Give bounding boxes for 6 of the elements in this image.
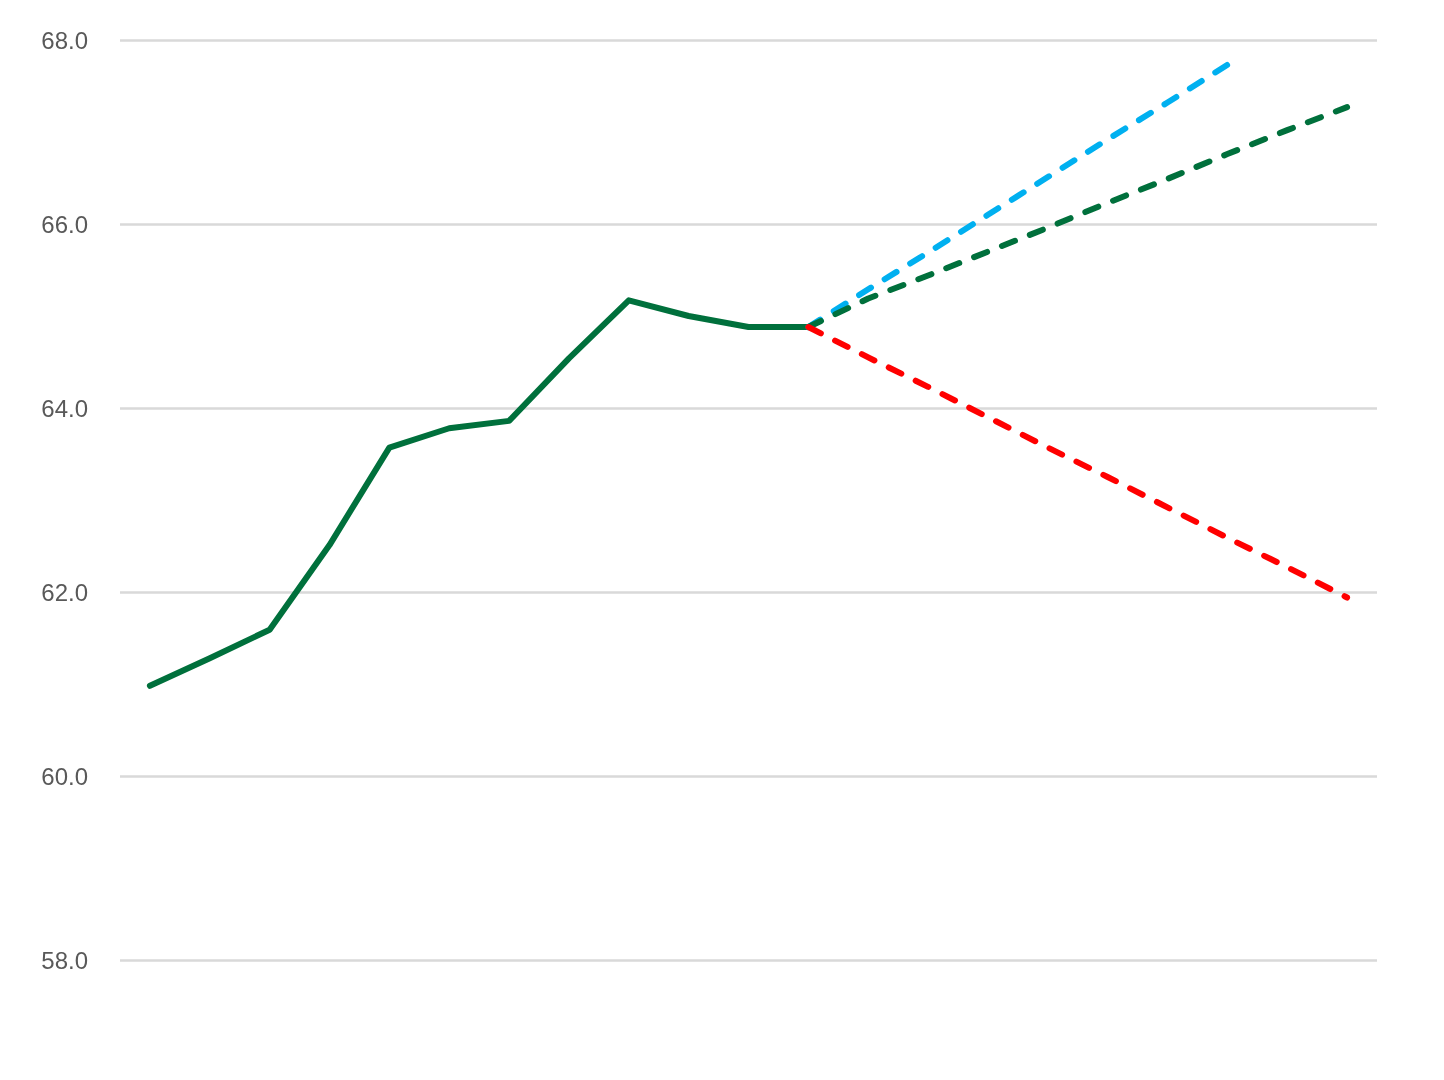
y-tick-label: 68.0 bbox=[41, 26, 88, 54]
y-tick-label: 66.0 bbox=[41, 210, 88, 238]
y-tick-label: 60.0 bbox=[41, 762, 88, 790]
y-tick-label: 62.0 bbox=[41, 578, 88, 606]
y-tick-label: 58.0 bbox=[41, 946, 88, 974]
y-tick-label: 64.0 bbox=[41, 394, 88, 422]
